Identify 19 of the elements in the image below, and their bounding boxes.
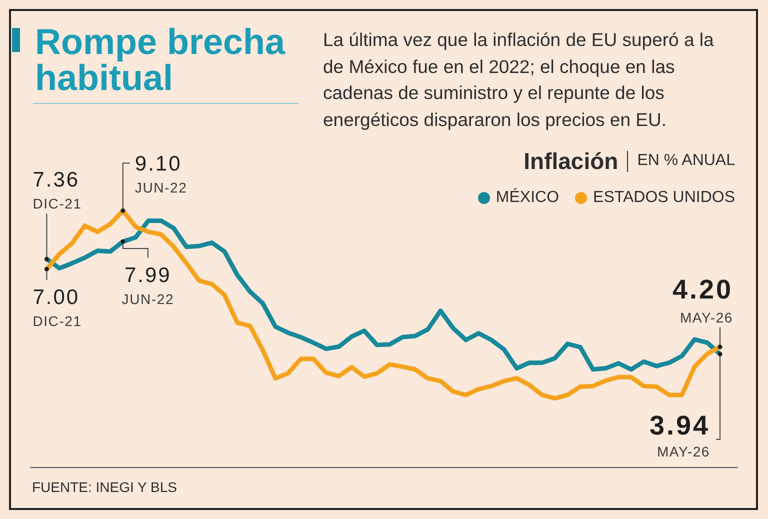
chart-subtitle: La última vez que la inflación de EU superó a la de México fue en el 2022; el choque en las cadenas de suministro y el repunte de los energéticos dispararon los precios en EU. <box>323 28 715 132</box>
data-label: 9.10 <box>134 152 182 176</box>
data-label: 7.36 <box>32 168 80 192</box>
legend-title: Inflación <box>524 148 618 174</box>
annotation: DIC-21 <box>32 196 82 212</box>
text: MAY-26 <box>656 443 710 460</box>
text: JUN-22 <box>134 180 188 196</box>
data-label: 3.94 <box>649 410 710 440</box>
data-label: 4.20 <box>672 274 733 304</box>
y-axis-title: EN % ANUAL <box>637 152 735 170</box>
annotation: JUN-22 <box>122 290 174 307</box>
data-label: 7.00 <box>32 286 80 310</box>
legend-label: MÉXICO <box>496 189 560 207</box>
annotation: DIC-21 <box>32 313 82 330</box>
annotation: MAY-26 <box>680 309 733 326</box>
chart-title: Rompe brecha habitual <box>35 21 286 98</box>
source-note: FUENTE: INEGI Y BLS <box>32 479 177 495</box>
legend-label: ESTADOS UNIDOS <box>593 189 735 207</box>
data-label: 7.99 <box>124 264 172 287</box>
